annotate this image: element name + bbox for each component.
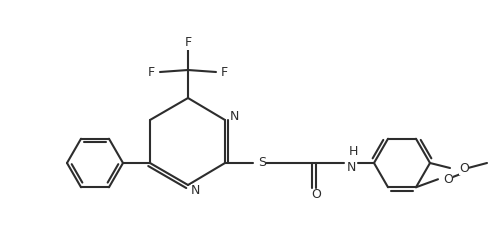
Text: H: H	[349, 145, 358, 158]
Text: F: F	[148, 66, 155, 79]
Text: N: N	[347, 161, 356, 174]
Text: F: F	[185, 37, 191, 50]
Text: N: N	[191, 184, 200, 197]
Text: S: S	[258, 156, 266, 169]
Text: O: O	[311, 189, 321, 202]
Text: N: N	[230, 110, 240, 123]
Text: O: O	[443, 173, 453, 186]
Text: F: F	[221, 66, 228, 79]
Text: O: O	[459, 161, 469, 174]
